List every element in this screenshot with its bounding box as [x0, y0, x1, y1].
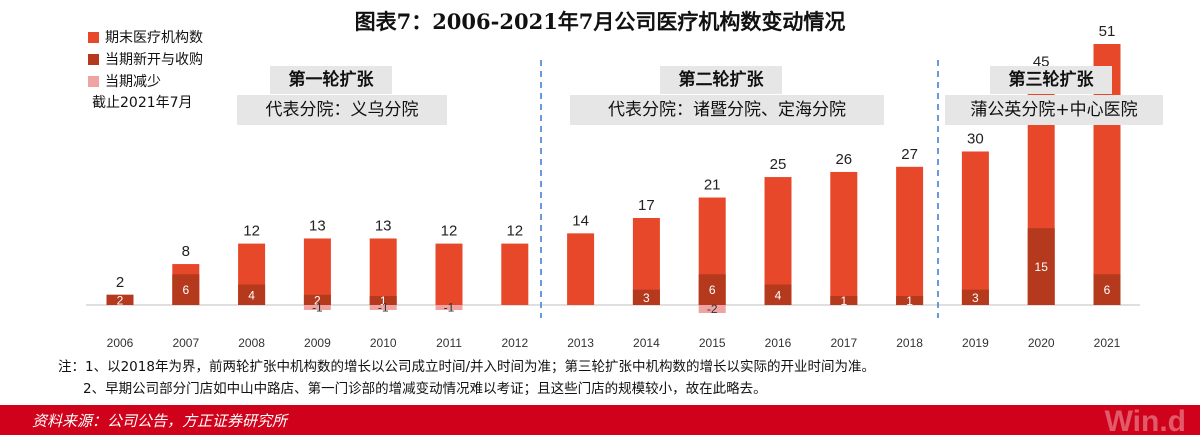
- bar-period-end: [896, 166, 924, 305]
- source-bar: 资料来源：公司公告，方正证券研究所 Win.d: [0, 405, 1200, 438]
- bar-new-acquired: [1093, 274, 1121, 305]
- bar-period-end: [567, 233, 595, 305]
- legend: 期末医疗机构数 当期新开与收购 当期减少: [88, 26, 203, 92]
- legend-swatch: [88, 53, 99, 65]
- phase-3-subtitle: 蒲公英分院+中心医院: [945, 95, 1163, 125]
- footnote-1: 注：1、以2018年为界，前两轮扩张中机构数的增长以公司成立时间/并入时间为准；…: [58, 359, 875, 375]
- data-label-new-acquired: 6: [709, 283, 716, 297]
- data-label-period-end: 26: [835, 151, 852, 168]
- data-label-decrease: -1: [378, 301, 389, 315]
- bar-period-end: [764, 177, 792, 305]
- x-tick-label: 2019: [962, 336, 989, 350]
- data-label-decrease: -2: [707, 302, 718, 316]
- data-label-decrease: -1: [444, 301, 455, 315]
- bar-new-acquired: [764, 284, 792, 305]
- phase-2-title: 第二轮扩张: [660, 66, 782, 94]
- x-tick-label: 2016: [765, 336, 792, 350]
- phase-1-subtitle: 代表分院：义乌分院: [237, 95, 447, 125]
- data-label-period-end: 12: [441, 223, 458, 240]
- bar-period-end: [501, 243, 529, 305]
- x-tick-label: 2007: [172, 336, 199, 350]
- bar-period-end: [435, 243, 463, 305]
- data-label-period-end: 21: [704, 177, 721, 194]
- legend-label: 当期减少: [105, 74, 161, 90]
- bar-decrease: [435, 305, 463, 310]
- x-tick-label: 2014: [633, 336, 660, 350]
- as-of-note: 截止2021年7月: [92, 95, 193, 111]
- data-label-period-end: 8: [182, 243, 190, 260]
- x-tick-label: 2018: [896, 336, 923, 350]
- x-tick-label: 2013: [567, 336, 594, 350]
- phase-1-title: 第一轮扩张: [270, 66, 392, 94]
- bar-new-acquired: [106, 294, 134, 305]
- data-label-new-acquired: 2: [314, 293, 321, 307]
- data-label-period-end: 25: [770, 156, 787, 173]
- bar-decrease: [698, 305, 726, 313]
- legend-label: 期末医疗机构数: [105, 30, 203, 46]
- bar-period-end: [369, 238, 397, 305]
- bar-new-acquired: [698, 274, 726, 305]
- data-label-new-acquired: 2: [117, 293, 124, 307]
- x-tick-label: 2020: [1028, 336, 1055, 350]
- source-text: 资料来源：公司公告，方正证券研究所: [32, 412, 288, 430]
- data-label-new-acquired: 6: [1104, 283, 1111, 297]
- bar-new-acquired: [369, 296, 397, 305]
- x-tick-label: 2011: [436, 336, 462, 350]
- x-tick-label: 2009: [304, 336, 331, 350]
- bar-new-acquired: [896, 296, 924, 305]
- data-label-new-acquired: 1: [380, 294, 387, 308]
- footnote-2: 2、早期公司部分门店如中山中路店、第一门诊部的增减变动情况难以考证；且这些门店的…: [83, 381, 767, 397]
- data-label-period-end: 17: [638, 197, 655, 214]
- data-label-new-acquired: 6: [182, 283, 189, 297]
- bar-new-acquired: [961, 289, 989, 305]
- chart-title: 图表7：2006-2021年7月公司医疗机构数变动情况: [354, 9, 846, 34]
- legend-swatch: [88, 31, 99, 43]
- x-tick-label: 2012: [501, 336, 528, 350]
- x-tick-label: 2008: [238, 336, 265, 350]
- data-label-period-end: 12: [506, 223, 523, 240]
- data-label-new-acquired: 4: [775, 288, 782, 302]
- bar-period-end: [961, 151, 989, 305]
- bar-new-acquired: [830, 296, 858, 305]
- data-label-new-acquired: 3: [972, 291, 979, 305]
- bar-new-acquired: [632, 289, 660, 305]
- phase-2-subtitle: 代表分院：诸暨分院、定海分院: [570, 95, 884, 125]
- data-label-period-end: 13: [309, 217, 326, 234]
- legend-item-period-end: 期末医疗机构数: [88, 26, 203, 48]
- data-label-new-acquired: 4: [248, 288, 255, 302]
- data-label-period-end: 12: [243, 223, 260, 240]
- chart-area: 2220068620071242008132-12009131-1201012-…: [86, 23, 1140, 350]
- bar-decrease: [369, 305, 397, 310]
- bar-new-acquired: [303, 294, 331, 305]
- phase-3-title: 第三轮扩张: [990, 66, 1112, 94]
- x-tick-label: 2015: [699, 336, 726, 350]
- x-tick-label: 2010: [370, 336, 397, 350]
- data-label-period-end: 13: [375, 217, 392, 234]
- legend-swatch: [88, 75, 99, 87]
- data-label-new-acquired: 15: [1035, 260, 1049, 274]
- x-tick-label: 2006: [107, 336, 134, 350]
- data-label-period-end: 51: [1099, 23, 1116, 40]
- x-tick-label: 2017: [830, 336, 857, 350]
- data-label-period-end: 2: [116, 274, 124, 291]
- bar-new-acquired: [238, 284, 266, 305]
- legend-item-new: 当期新开与收购: [88, 48, 203, 70]
- legend-label: 当期新开与收购: [105, 52, 203, 68]
- bar-period-end: [303, 238, 331, 305]
- data-label-period-end: 30: [967, 130, 984, 147]
- data-label-decrease: -1: [312, 301, 323, 315]
- bar-period-end: [830, 171, 858, 305]
- bar-new-acquired: [1027, 228, 1055, 305]
- data-label-new-acquired: 1: [906, 294, 913, 308]
- legend-item-decrease: 当期减少: [88, 70, 203, 92]
- data-label-period-end: 14: [572, 212, 589, 229]
- data-label-new-acquired: 3: [643, 291, 650, 305]
- bar-decrease: [303, 305, 331, 310]
- data-label-new-acquired: 1: [840, 294, 847, 308]
- x-tick-label: 2021: [1094, 336, 1121, 350]
- watermark-logo: Win.d: [1104, 405, 1186, 438]
- bar-new-acquired: [172, 274, 200, 305]
- footnotes: 注：1、以2018年为界，前两轮扩张中机构数的增长以公司成立时间/并入时间为准；…: [58, 356, 875, 400]
- data-label-period-end: 27: [901, 146, 918, 163]
